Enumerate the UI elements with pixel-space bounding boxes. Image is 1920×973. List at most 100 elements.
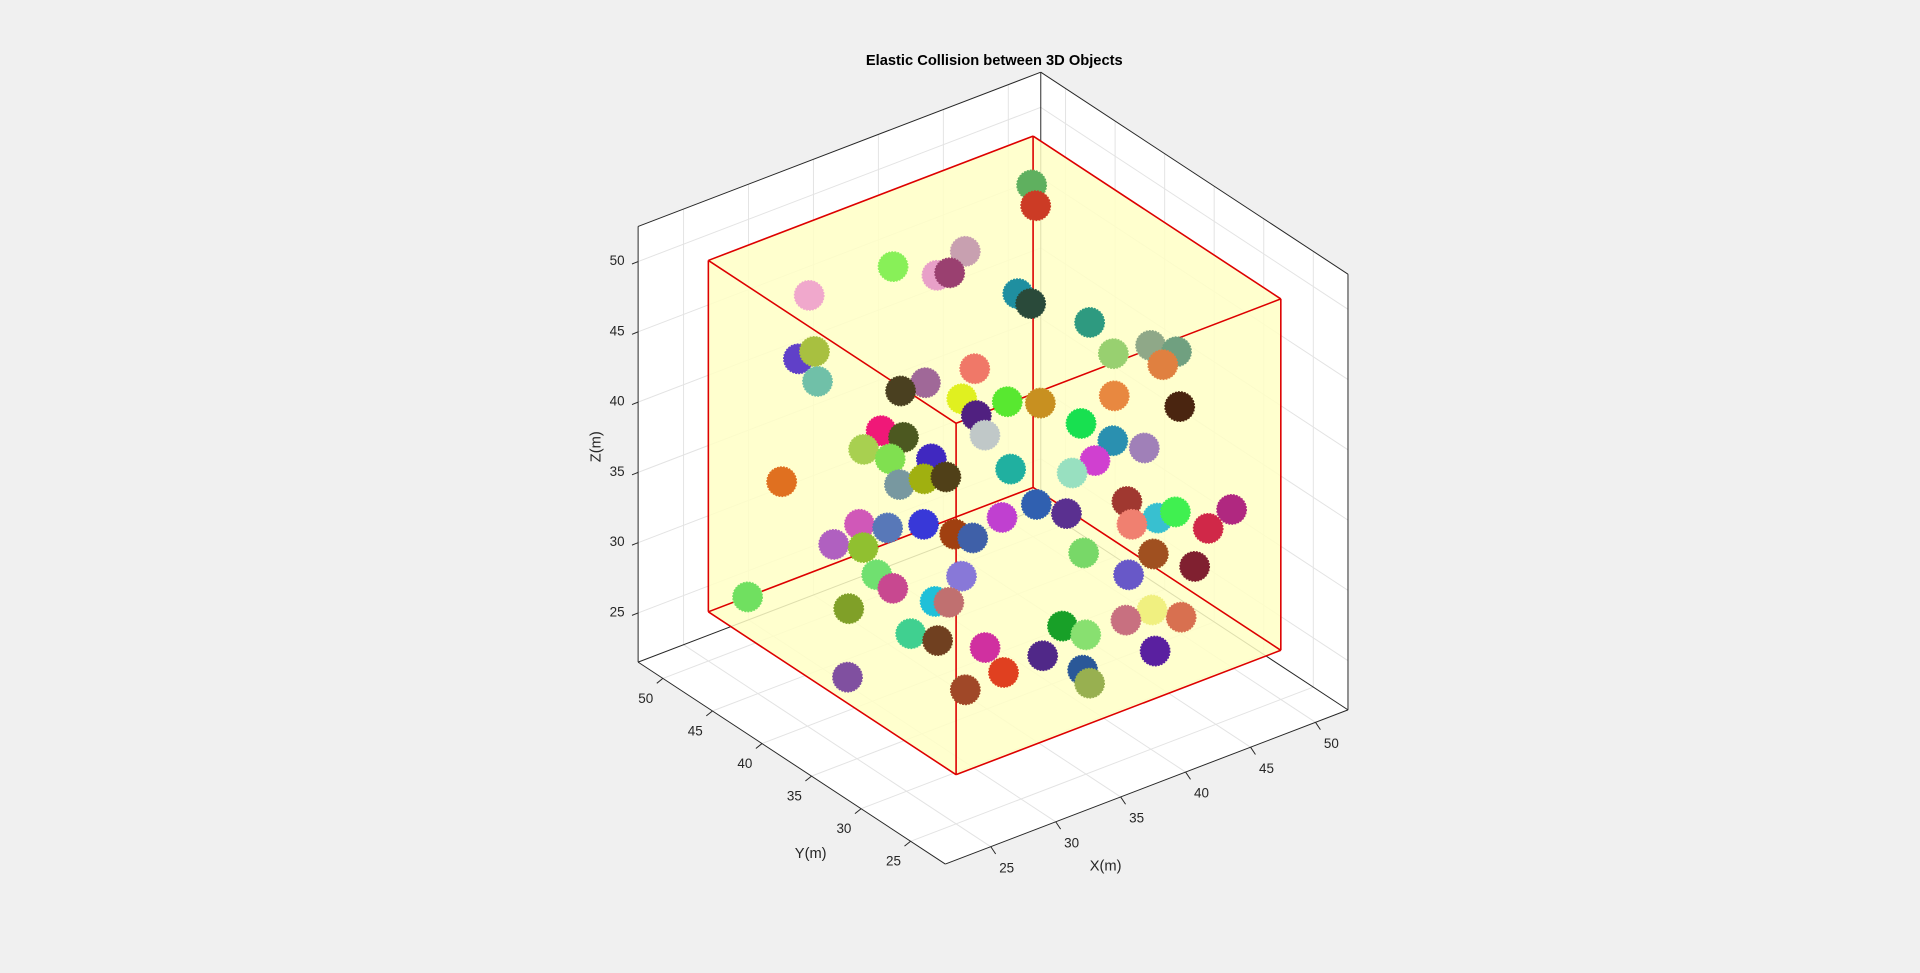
x-tick bbox=[1055, 821, 1062, 830]
sphere bbox=[1051, 498, 1082, 530]
axes: 25 30 35 40 45 50 25 30 35 40 45 50 25 30 35 40 45 50 bbox=[610, 71, 1349, 875]
sphere bbox=[848, 433, 880, 465]
sphere bbox=[1216, 494, 1248, 525]
container-edge bbox=[707, 259, 957, 424]
sphere bbox=[1056, 457, 1088, 489]
y-tick bbox=[656, 678, 664, 684]
sphere bbox=[1192, 512, 1224, 544]
z-tick bbox=[631, 471, 639, 476]
x-tick bbox=[1250, 746, 1256, 755]
x-tick-label: 40 bbox=[1194, 786, 1209, 801]
z-tick bbox=[631, 401, 639, 406]
sphere bbox=[1015, 288, 1047, 320]
x-tick-label: 25 bbox=[999, 860, 1014, 875]
x-tick-label: 50 bbox=[1324, 736, 1339, 751]
sphere bbox=[885, 375, 917, 407]
sphere bbox=[995, 453, 1027, 485]
sphere bbox=[732, 581, 764, 613]
container-edge bbox=[955, 649, 1282, 776]
z-tick-label: 35 bbox=[610, 464, 625, 479]
sphere bbox=[799, 336, 830, 367]
y-axis-label: Y(m) bbox=[795, 846, 827, 862]
z-tick-label: 50 bbox=[610, 253, 625, 268]
y-tick bbox=[854, 808, 862, 814]
x-tick-label: 35 bbox=[1129, 811, 1144, 826]
sphere bbox=[895, 618, 927, 650]
z-axis-label: Z(m) bbox=[588, 431, 604, 462]
sphere bbox=[1097, 338, 1129, 370]
sphere bbox=[1079, 445, 1111, 477]
sphere bbox=[934, 257, 966, 289]
sphere bbox=[874, 443, 906, 475]
sphere bbox=[1070, 619, 1102, 651]
container-edge bbox=[1032, 135, 1282, 300]
y-tick-label: 50 bbox=[638, 691, 653, 706]
y-tick bbox=[904, 840, 911, 847]
sphere bbox=[922, 625, 954, 657]
z-tick-label: 30 bbox=[610, 534, 625, 549]
sphere bbox=[949, 674, 981, 706]
sphere bbox=[1065, 408, 1097, 439]
sphere bbox=[986, 502, 1018, 533]
sphere bbox=[949, 235, 981, 267]
sphere bbox=[1020, 489, 1052, 520]
y-tick-label: 35 bbox=[787, 788, 802, 803]
axes-frame bbox=[637, 661, 946, 865]
sphere bbox=[988, 657, 1019, 688]
sphere bbox=[1074, 667, 1106, 699]
x-tick bbox=[1185, 771, 1191, 780]
sphere bbox=[1098, 380, 1130, 412]
axes-frame bbox=[1040, 71, 1349, 275]
sphere bbox=[888, 421, 919, 453]
y-tick-label: 25 bbox=[886, 854, 901, 869]
sphere bbox=[930, 461, 962, 493]
container-edge bbox=[707, 611, 957, 776]
sphere bbox=[957, 522, 989, 554]
sphere bbox=[908, 508, 939, 540]
y-tick bbox=[755, 743, 763, 749]
grid-line bbox=[1040, 106, 1349, 310]
sphere bbox=[1128, 432, 1160, 464]
sphere bbox=[959, 353, 991, 385]
sphere bbox=[969, 632, 1001, 663]
sphere bbox=[969, 419, 1001, 451]
sphere bbox=[1113, 559, 1145, 591]
sphere bbox=[1097, 425, 1129, 457]
container-edge bbox=[708, 135, 1034, 262]
axes-frame bbox=[945, 709, 1349, 865]
z-tick-label: 45 bbox=[610, 323, 625, 338]
sphere bbox=[946, 560, 977, 592]
sphere bbox=[832, 661, 863, 693]
y-tick-label: 45 bbox=[688, 723, 703, 738]
y-tick bbox=[805, 775, 812, 782]
sphere bbox=[1116, 508, 1148, 540]
grid-line bbox=[683, 644, 992, 848]
sphere bbox=[1179, 551, 1211, 582]
x-tick-label: 30 bbox=[1064, 835, 1079, 850]
sphere bbox=[1020, 190, 1052, 222]
sphere bbox=[1136, 594, 1168, 626]
sphere bbox=[1068, 537, 1100, 569]
z-tick bbox=[631, 542, 639, 546]
sphere bbox=[766, 466, 798, 498]
chart-title: Elastic Collision between 3D Objects bbox=[866, 53, 1123, 69]
y-tick bbox=[706, 710, 713, 717]
sphere bbox=[1074, 307, 1106, 338]
sphere bbox=[802, 365, 833, 397]
x-axis-label: X(m) bbox=[1090, 858, 1122, 874]
sphere bbox=[1027, 640, 1059, 672]
sphere bbox=[833, 593, 865, 625]
sphere bbox=[872, 512, 904, 544]
sphere bbox=[1110, 604, 1142, 636]
sphere bbox=[1164, 391, 1196, 423]
x-tick bbox=[1315, 722, 1321, 730]
sphere bbox=[793, 279, 825, 311]
sphere bbox=[877, 251, 909, 283]
grid-line bbox=[910, 686, 1314, 842]
sphere bbox=[1137, 538, 1169, 570]
sphere bbox=[1024, 387, 1056, 419]
z-tick-label: 25 bbox=[610, 604, 625, 619]
x-tick-label: 45 bbox=[1259, 761, 1274, 776]
